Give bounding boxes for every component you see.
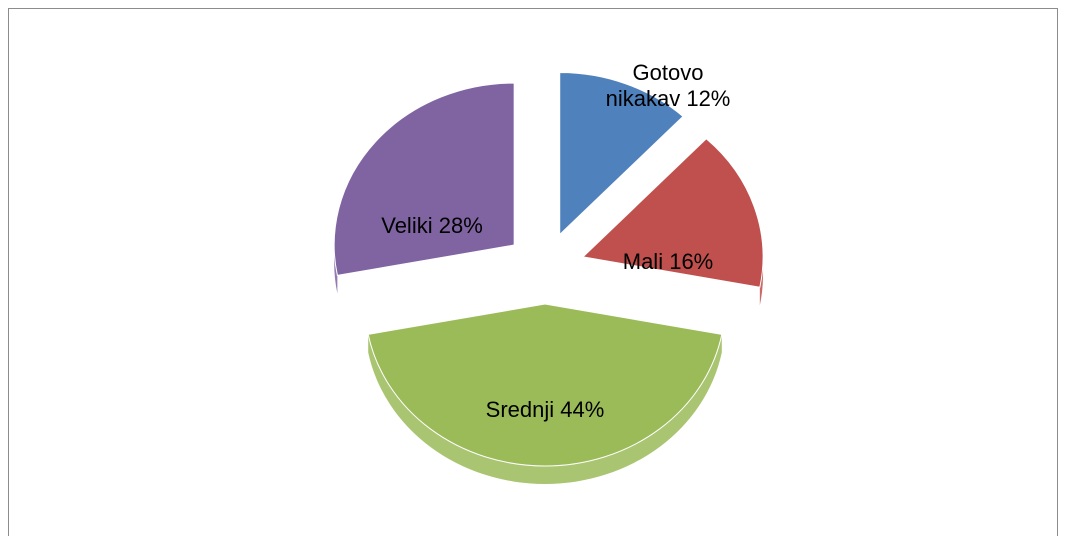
label-category: Veliki [381,213,433,238]
label-category: Srednji [485,397,555,422]
label-value: 12% [686,86,731,111]
data-label: Gotovo nikakav 12% [598,60,738,112]
pie-slice [367,303,723,467]
data-label: Mali 16% [623,249,714,275]
data-label: Veliki 28% [381,213,483,239]
label-value: 28% [438,213,483,238]
pie-slice [333,82,515,276]
pie-slice [559,72,684,236]
data-label: Srednji 44% [486,397,605,423]
label-value: 16% [669,249,714,274]
pie-slice [581,138,764,288]
label-category: Gotovo nikakav [605,60,704,111]
label-value: 44% [560,397,605,422]
label-category: Mali [622,249,664,274]
pie-slice-side [368,334,722,485]
